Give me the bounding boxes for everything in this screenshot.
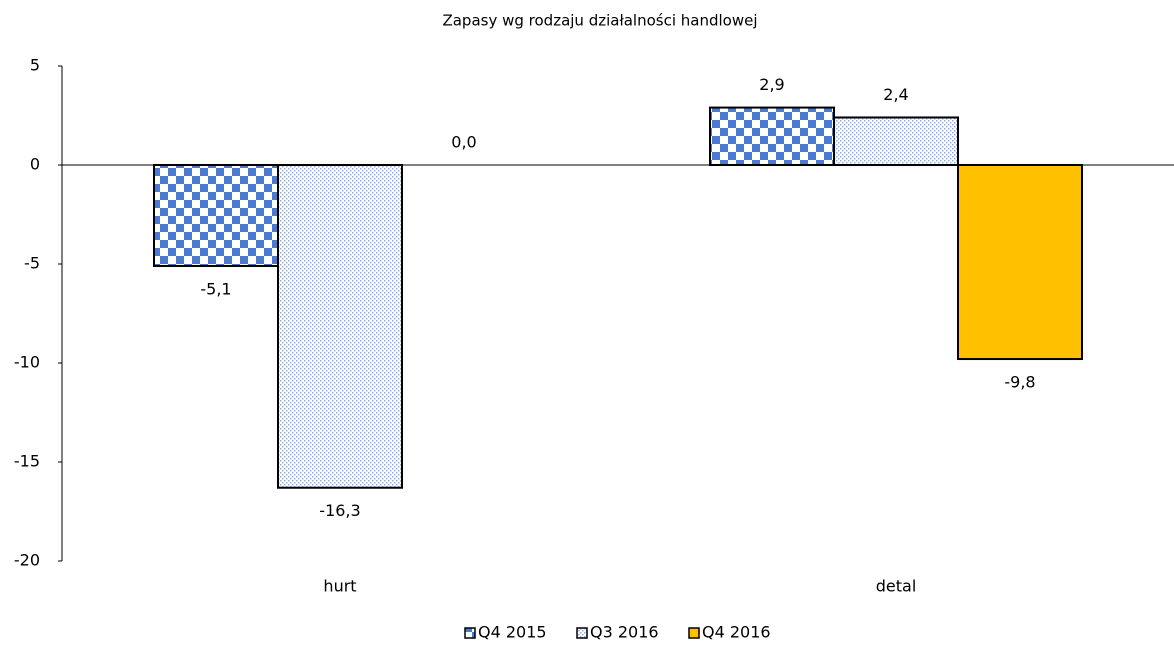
y-tick-label: 5 [30,56,40,75]
value-label: 2,9 [759,75,784,94]
bar [709,106,835,166]
bar [833,116,959,167]
legend-swatch [464,627,476,639]
legend-swatch [688,627,700,639]
chart-title: Zapasy wg rodzaju działalności handlowej [442,12,757,30]
value-label: -16,3 [319,501,360,520]
bar [957,164,1083,361]
y-tick-label: 0 [30,155,40,174]
y-tick-label: -15 [14,452,40,471]
legend-label: Q4 2016 [702,623,771,642]
value-label: 2,4 [883,85,908,104]
y-tick-label: -5 [24,254,40,273]
bar [153,164,279,267]
value-label: 0,0 [451,133,476,152]
legend-label: Q3 2016 [590,623,659,642]
value-label: -9,8 [1004,373,1035,392]
x-tick-label: hurt [323,577,356,596]
x-tick-label: detal [876,577,917,596]
legend-swatch [576,627,588,639]
value-label: -5,1 [200,279,231,298]
legend-label: Q4 2015 [478,623,547,642]
bar [277,164,403,489]
y-tick-label: -20 [14,551,40,570]
y-tick-label: -10 [14,353,40,372]
